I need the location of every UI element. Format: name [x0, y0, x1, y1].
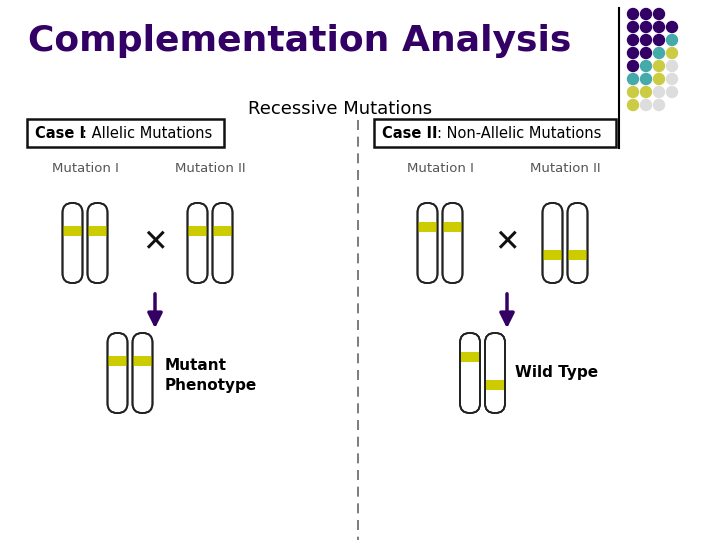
FancyBboxPatch shape [63, 203, 83, 283]
Bar [108, 356, 127, 366]
FancyBboxPatch shape [212, 203, 233, 283]
Bar [443, 222, 462, 232]
Text: Phenotype: Phenotype [165, 378, 257, 393]
Circle shape [654, 35, 665, 45]
Circle shape [641, 48, 652, 58]
Circle shape [628, 60, 639, 71]
Circle shape [641, 73, 652, 84]
Circle shape [654, 48, 665, 58]
FancyBboxPatch shape [132, 333, 153, 413]
Text: Complementation Analysis: Complementation Analysis [28, 24, 572, 58]
Circle shape [641, 35, 652, 45]
Circle shape [654, 99, 665, 111]
Circle shape [654, 22, 665, 32]
Circle shape [641, 9, 652, 19]
Text: Case II: Case II [382, 125, 438, 140]
Circle shape [654, 9, 665, 19]
Text: : Non-Allelic Mutations: : Non-Allelic Mutations [437, 125, 601, 140]
FancyBboxPatch shape [485, 333, 505, 413]
Circle shape [654, 73, 665, 84]
Text: ✕: ✕ [494, 228, 520, 258]
Bar [418, 222, 437, 232]
Bar [568, 250, 587, 260]
Circle shape [667, 35, 678, 45]
Text: Wild Type: Wild Type [515, 366, 598, 381]
FancyBboxPatch shape [567, 203, 588, 283]
Circle shape [667, 48, 678, 58]
Circle shape [654, 86, 665, 98]
Bar [486, 380, 504, 390]
Text: : Allelic Mutations: : Allelic Mutations [82, 125, 212, 140]
FancyBboxPatch shape [88, 203, 107, 283]
Bar [88, 226, 107, 236]
Circle shape [667, 22, 678, 32]
Text: Case I: Case I [35, 125, 85, 140]
Bar [213, 226, 232, 236]
FancyBboxPatch shape [27, 119, 224, 147]
Circle shape [641, 86, 652, 98]
Text: Mutation II: Mutation II [530, 162, 600, 175]
Circle shape [628, 86, 639, 98]
Bar [461, 352, 480, 362]
Circle shape [628, 35, 639, 45]
Circle shape [628, 73, 639, 84]
Bar [543, 250, 562, 260]
Text: Mutation I: Mutation I [407, 162, 474, 175]
Text: Mutation I: Mutation I [52, 162, 118, 175]
Circle shape [628, 9, 639, 19]
Circle shape [667, 60, 678, 71]
FancyBboxPatch shape [460, 333, 480, 413]
Circle shape [628, 48, 639, 58]
Bar [133, 356, 152, 366]
Circle shape [628, 22, 639, 32]
Text: Recessive Mutations: Recessive Mutations [248, 100, 432, 118]
FancyBboxPatch shape [374, 119, 616, 147]
Circle shape [641, 99, 652, 111]
FancyBboxPatch shape [187, 203, 207, 283]
Circle shape [667, 73, 678, 84]
Circle shape [641, 60, 652, 71]
FancyBboxPatch shape [107, 333, 127, 413]
Bar [63, 226, 82, 236]
Circle shape [654, 60, 665, 71]
Text: Mutant: Mutant [165, 358, 227, 373]
FancyBboxPatch shape [443, 203, 462, 283]
Bar [188, 226, 207, 236]
Text: ✕: ✕ [143, 228, 168, 258]
Circle shape [667, 86, 678, 98]
Circle shape [641, 22, 652, 32]
Circle shape [628, 99, 639, 111]
FancyBboxPatch shape [542, 203, 562, 283]
FancyBboxPatch shape [418, 203, 438, 283]
Text: Mutation II: Mutation II [175, 162, 246, 175]
